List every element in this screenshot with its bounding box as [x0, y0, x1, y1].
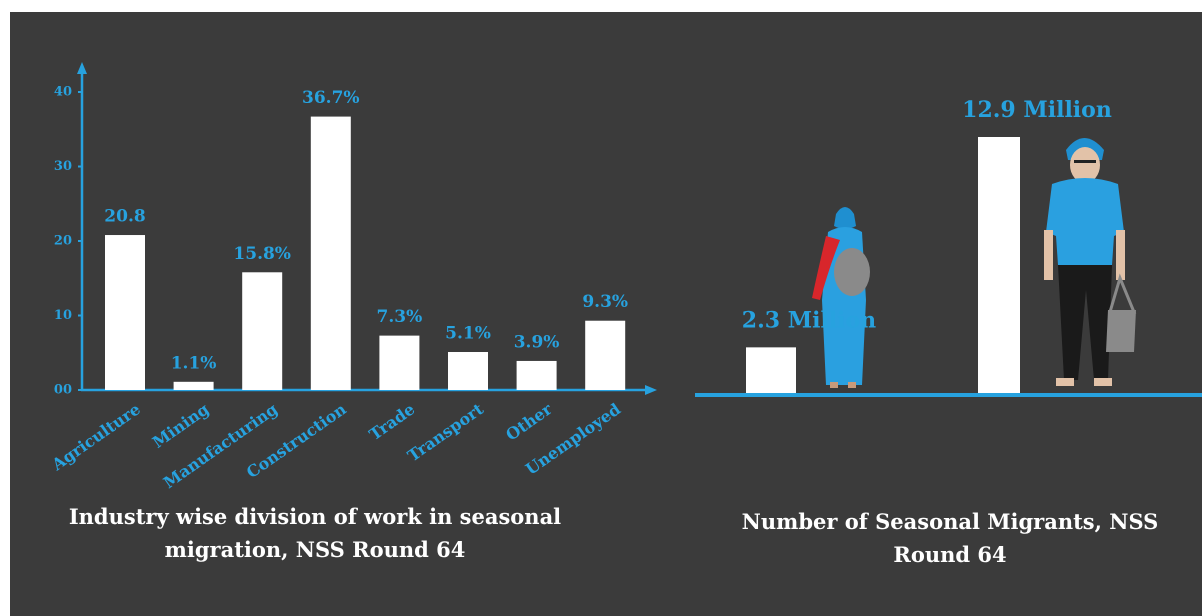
bar: [310, 116, 351, 391]
value-label: 9.3%: [582, 292, 628, 312]
value-label: 36.7%: [302, 88, 360, 108]
bar: [105, 235, 145, 390]
man-illustration: [1044, 138, 1137, 386]
chart-title: Industry wise division of work in season…: [68, 504, 562, 562]
woman-illustration: [812, 207, 870, 388]
bar: [516, 360, 557, 390]
bar: [379, 335, 420, 390]
y-tick-label: 00: [54, 383, 72, 398]
value-label: 5.1%: [445, 324, 491, 344]
bar: [242, 272, 283, 390]
y-tick-label: 10: [54, 308, 72, 323]
value-label: 2.3 Million: [742, 307, 876, 333]
y-axis-arrow: [77, 62, 87, 74]
bar: [173, 381, 214, 390]
y-tick-label: 40: [54, 85, 72, 100]
value-label: 20.8: [104, 207, 145, 227]
value-label: 3.9%: [514, 332, 560, 352]
x-axis-arrow: [645, 385, 657, 395]
bar: [746, 347, 796, 393]
bar: [448, 352, 488, 390]
chart-title: Number of Seasonal Migrants, NSS Round 6…: [741, 509, 1159, 567]
bar: [585, 320, 626, 390]
value-label: 1.1%: [171, 353, 217, 373]
bar: [978, 137, 1020, 393]
value-label: 12.9 Million: [962, 97, 1112, 123]
value-label: 7.3%: [377, 307, 423, 327]
y-tick-label: 30: [54, 159, 72, 174]
value-label: 15.8%: [233, 244, 291, 264]
y-tick-label: 20: [54, 234, 72, 249]
